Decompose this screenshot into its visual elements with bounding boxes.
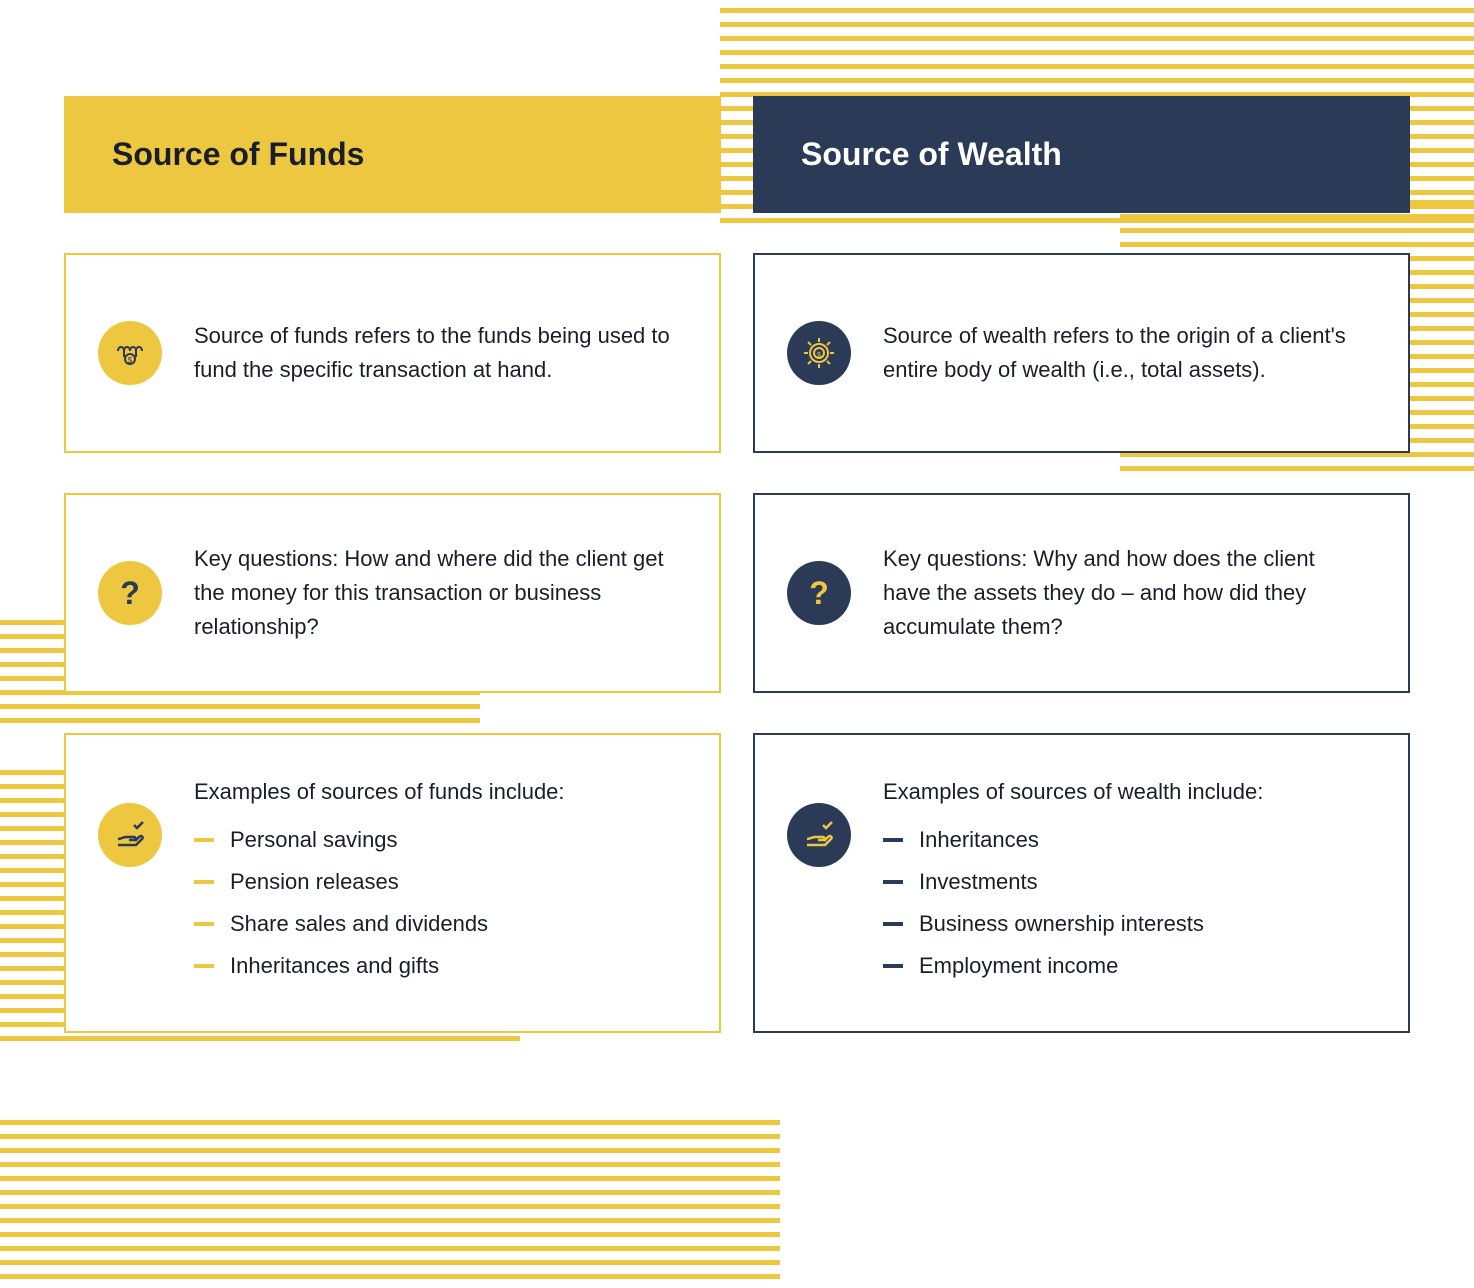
card-content: Examples of sources of funds include: Pe… xyxy=(194,775,679,991)
question-icon: ? xyxy=(787,561,851,625)
card-content: Examples of sources of wealth include: I… xyxy=(883,775,1368,991)
hand-check-icon xyxy=(98,803,162,867)
list-item: Business ownership interests xyxy=(883,907,1368,941)
examples-list: Personal savings Pension releases Share sa… xyxy=(194,823,679,983)
left-column: Source of Funds $ Source of funds refers… xyxy=(64,96,721,1033)
list-item: Share sales and dividends xyxy=(194,907,679,941)
header-source-of-funds: Source of Funds xyxy=(64,96,721,213)
list-item: Inheritances and gifts xyxy=(194,949,679,983)
hand-check-icon xyxy=(787,803,851,867)
gear-money-icon: $ xyxy=(787,321,851,385)
list-item: Inheritances xyxy=(883,823,1368,857)
examples-list: Inheritances Investments Business ownershi… xyxy=(883,823,1368,983)
header-source-of-wealth: Source of Wealth xyxy=(753,96,1410,213)
card-wealth-questions: ? Key questions: Why and how does the cl… xyxy=(753,493,1410,693)
card-funds-definition: $ Source of funds refers to the funds be… xyxy=(64,253,721,453)
card-text: Key questions: Why and how does the clie… xyxy=(883,542,1368,644)
svg-text:$: $ xyxy=(817,352,821,359)
examples-title: Examples of sources of wealth include: xyxy=(883,775,1368,809)
svg-text:$: $ xyxy=(128,356,133,365)
right-column: Source of Wealth $ Source of wealth refe… xyxy=(753,96,1410,1033)
card-text: Key questions: How and where did the cli… xyxy=(194,542,679,644)
card-wealth-definition: $ Source of wealth refers to the origin … xyxy=(753,253,1410,453)
question-icon: ? xyxy=(98,561,162,625)
examples-title: Examples of sources of funds include: xyxy=(194,775,679,809)
card-funds-examples: Examples of sources of funds include: Pe… xyxy=(64,733,721,1033)
list-item: Personal savings xyxy=(194,823,679,857)
list-item: Pension releases xyxy=(194,865,679,899)
decorative-stripes xyxy=(0,1120,780,1288)
card-text: Source of funds refers to the funds bein… xyxy=(194,319,679,387)
hands-money-icon: $ xyxy=(98,321,162,385)
list-item: Employment income xyxy=(883,949,1368,983)
card-text: Source of wealth refers to the origin of… xyxy=(883,319,1368,387)
comparison-grid: Source of Funds $ Source of funds refers… xyxy=(0,0,1474,1097)
card-wealth-examples: Examples of sources of wealth include: I… xyxy=(753,733,1410,1033)
list-item: Investments xyxy=(883,865,1368,899)
card-funds-questions: ? Key questions: How and where did the c… xyxy=(64,493,721,693)
